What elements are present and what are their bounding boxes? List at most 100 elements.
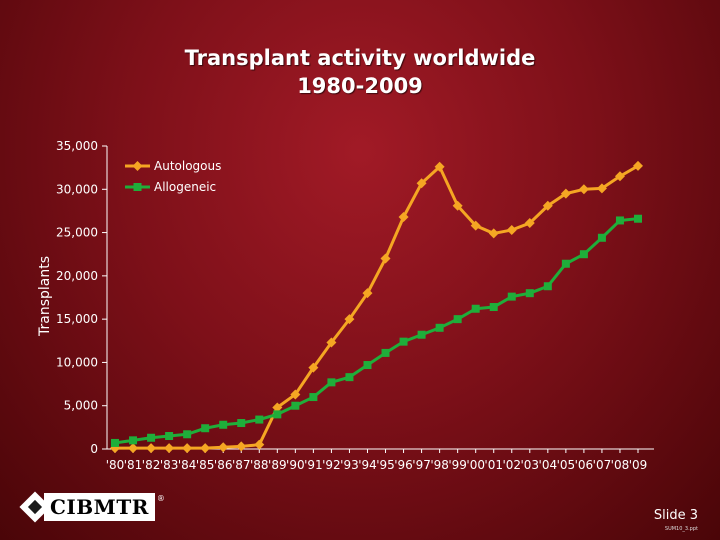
allogeneic-point — [201, 424, 210, 433]
allogeneic-point — [363, 361, 372, 370]
slide-number: Slide 3 — [653, 508, 698, 523]
y-tick-label: 35,000 — [56, 139, 98, 153]
allogeneic-point — [435, 323, 444, 332]
x-tick-label: '89 — [268, 458, 287, 472]
x-tick-label: '85 — [196, 458, 215, 472]
legend: Autologous Allogeneic — [125, 159, 221, 194]
allogeneic-point — [525, 289, 534, 298]
x-tick-label: '87 — [232, 458, 251, 472]
x-tick-label: '06 — [575, 458, 594, 472]
allogeneic-point — [453, 315, 462, 324]
allogeneic-point — [381, 348, 390, 357]
y-tick-label: 25,000 — [56, 226, 98, 240]
allogeneic-point — [183, 430, 192, 439]
allogeneic-point — [219, 420, 228, 429]
y-tick-label: 30,000 — [56, 182, 98, 196]
x-tick-label: '01 — [484, 458, 503, 472]
allogeneic-point — [255, 415, 264, 424]
allogeneic-point — [417, 330, 426, 339]
autologous-point — [164, 443, 175, 454]
allogeneic-point — [165, 432, 174, 441]
y-tick-label: 20,000 — [56, 269, 98, 283]
autologous-point — [398, 211, 409, 222]
x-tick-label: '04 — [539, 458, 558, 472]
autologous-point — [524, 218, 535, 229]
y-tick-label: 0 — [90, 442, 98, 456]
autologous-point — [380, 253, 391, 264]
autologous-point — [470, 220, 481, 231]
legend-item-autologous: Autologous — [125, 159, 221, 173]
allogeneic-point — [237, 419, 246, 428]
autologous-point — [506, 224, 517, 235]
autologous-point — [290, 389, 301, 400]
y-tick-label: 15,000 — [56, 312, 98, 326]
y-axis-label: Transplants — [37, 256, 53, 337]
x-tick-label: '07 — [593, 458, 612, 472]
x-tick-label: '83 — [160, 458, 179, 472]
slide-title: Transplant activity worldwide 1980-2009 — [0, 44, 720, 100]
x-tick-label: '05 — [557, 458, 576, 472]
allogeneic-point — [634, 214, 642, 223]
allogeneic-point — [291, 401, 300, 410]
autologous-point — [488, 228, 499, 239]
allogeneic-point — [543, 282, 552, 291]
autologous-point — [254, 439, 265, 450]
y-tick-label: 5,000 — [64, 399, 98, 413]
x-tick-label: '02 — [502, 458, 521, 472]
x-tick-label: '81 — [124, 458, 143, 472]
autologous-point — [633, 160, 643, 171]
allogeneic-point — [489, 303, 498, 312]
x-tick-label: '92 — [322, 458, 341, 472]
x-tick-label: '80 — [106, 458, 125, 472]
slide-file-note: SUM10_3.ppt — [664, 526, 698, 532]
x-tick-label: '09 — [629, 458, 648, 472]
cibmtr-logo: CIBMTR ® — [18, 490, 165, 524]
x-tick-label: '99 — [448, 458, 467, 472]
series-allogeneic — [111, 214, 642, 447]
autologous-point — [596, 183, 607, 194]
legend-label: Autologous — [154, 159, 221, 173]
x-tick-label: '93 — [340, 458, 359, 472]
allogeneic-point — [579, 250, 588, 259]
allogeneic-point — [345, 373, 354, 382]
allogeneic-point — [615, 216, 624, 225]
x-tick-label: '96 — [394, 458, 413, 472]
legend-item-allogeneic: Allogeneic — [125, 180, 216, 194]
allogeneic-point — [273, 410, 282, 419]
legend-label: Allogeneic — [154, 180, 216, 194]
autologous-point — [236, 441, 247, 452]
autologous-point — [344, 314, 355, 325]
allogeneic-point — [399, 337, 408, 346]
x-tick-label: '84 — [178, 458, 197, 472]
x-tick-label: '86 — [214, 458, 233, 472]
x-tick-label: '97 — [412, 458, 431, 472]
autologous-point — [434, 161, 445, 172]
y-axis: 0 5,000 10,000 15,000 20,000 25,000 30,000 35,0… — [56, 139, 108, 456]
autologous-point — [416, 178, 427, 189]
allogeneic-point — [597, 233, 606, 242]
x-tick-label: '03 — [521, 458, 540, 472]
logo-text: CIBMTR — [44, 493, 155, 521]
autologous-point — [578, 184, 589, 195]
allogeneic-point — [507, 292, 516, 301]
x-tick-label: '08 — [611, 458, 630, 472]
x-tick-label: '82 — [142, 458, 161, 472]
autologous-point — [200, 443, 211, 454]
autologous-point — [362, 288, 373, 299]
logo-registered-mark: ® — [156, 494, 165, 503]
allogeneic-point — [471, 304, 480, 313]
autologous-point — [218, 442, 229, 453]
autologous-point — [146, 443, 157, 454]
autologous-point — [560, 188, 571, 199]
legend-marker — [132, 161, 143, 171]
x-axis: '80'81'82'83'84'85'86'87'88'89'90'91'92 '… — [106, 448, 654, 472]
autologous-point — [128, 443, 139, 454]
series-autologous — [110, 160, 643, 454]
allogeneic-point — [561, 259, 570, 268]
x-tick-label: '94 — [358, 458, 377, 472]
slide-title-line1: Transplant activity worldwide — [184, 46, 536, 70]
series-layer — [110, 160, 643, 454]
allogeneic-point — [309, 393, 318, 402]
y-tick-label: 10,000 — [56, 355, 98, 369]
